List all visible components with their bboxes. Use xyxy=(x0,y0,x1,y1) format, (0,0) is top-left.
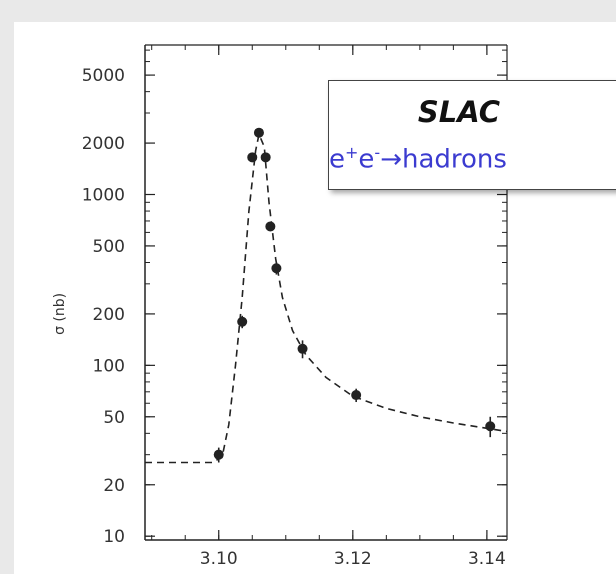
reaction-products: →hadrons xyxy=(380,144,507,175)
x-tick-label: 3.10 xyxy=(200,549,238,569)
legend-reaction: e+e-→hadrons xyxy=(329,143,616,175)
reaction-plus: + xyxy=(345,143,359,162)
legend-box: SLAC e+e-→hadrons xyxy=(328,80,616,190)
reaction-electron: e xyxy=(329,144,345,175)
data-point xyxy=(271,263,282,274)
data-point xyxy=(485,421,496,432)
tick-labels: 10 20 50 100 200 500 1000 2000 5000 3.10 3.12 3.14 xyxy=(82,66,506,569)
y-tick-label: 20 xyxy=(103,476,125,496)
reaction-minus: - xyxy=(374,143,381,162)
data-point xyxy=(213,449,224,460)
y-tick-label: 50 xyxy=(103,408,125,428)
y-tick-label: 2000 xyxy=(82,134,125,154)
data-points xyxy=(213,127,496,463)
y-tick-label: 10 xyxy=(103,527,125,547)
legend-title: SLAC xyxy=(417,95,501,129)
data-point xyxy=(237,316,248,327)
y-tick-label: 5000 xyxy=(82,66,125,86)
data-point xyxy=(247,152,258,163)
y-tick-label: 200 xyxy=(93,305,125,325)
data-point xyxy=(351,390,362,401)
fit-curve xyxy=(145,131,508,464)
data-point xyxy=(265,221,276,232)
y-tick-label: 1000 xyxy=(82,186,125,206)
x-tick-label: 3.12 xyxy=(334,549,372,569)
reaction-positron: e xyxy=(358,144,375,175)
data-point xyxy=(297,343,308,354)
x-tick-label: 3.14 xyxy=(468,549,506,569)
data-point xyxy=(260,152,271,163)
data-point xyxy=(253,127,264,138)
y-tick-label: 100 xyxy=(93,356,125,376)
y-axis-title: σ (nb) xyxy=(52,293,68,335)
y-tick-label: 500 xyxy=(93,237,125,257)
